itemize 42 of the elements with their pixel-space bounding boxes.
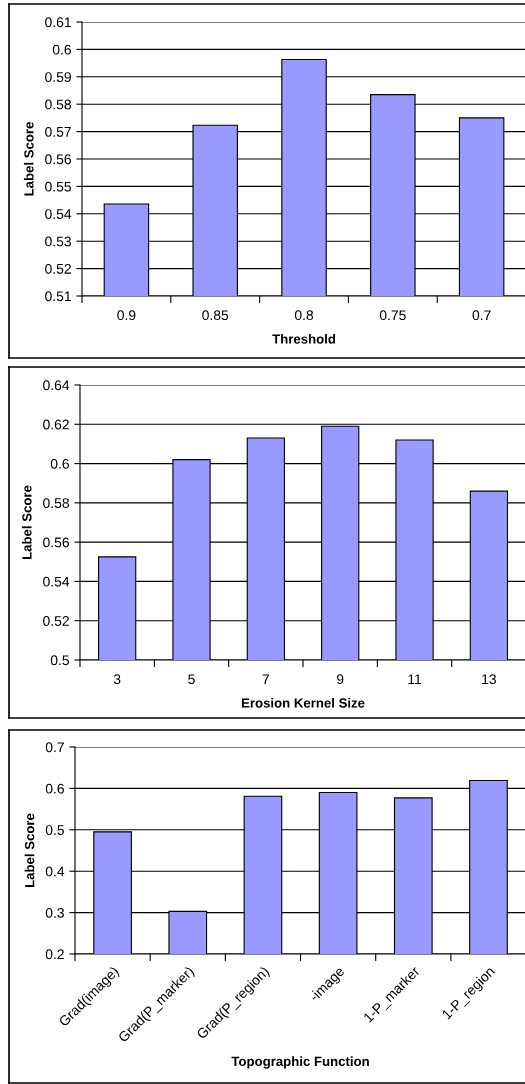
y-tick-label: 0.2 xyxy=(45,949,64,960)
x-tick-label: 5 xyxy=(188,674,195,685)
x-tick-label: 13 xyxy=(482,674,496,685)
y-tick-label: 0.5 xyxy=(45,825,64,835)
x-tick-label: 11 xyxy=(408,674,422,684)
y-tick-label: 0.3 xyxy=(45,907,64,918)
y-tick-label: 0.61 xyxy=(45,17,71,28)
y-tick-label: 0.7 xyxy=(45,742,64,753)
y-tick-label: 0.57 xyxy=(45,126,71,137)
y-tick-label: 0.62 xyxy=(43,419,69,430)
x-axis-title: Topographic Function xyxy=(231,1056,369,1069)
y-axis-title: Label Score xyxy=(24,813,35,888)
y-tick-label: 0.4 xyxy=(45,866,65,877)
y-tick-label: 0.6 xyxy=(50,458,69,469)
x-axis-title: Erosion Kernel Size xyxy=(241,697,365,708)
x-tick-label: 0.85 xyxy=(202,310,229,321)
x-tick-label: 0.7 xyxy=(472,310,491,321)
y-tick-label: 0.58 xyxy=(43,498,69,509)
y-tick-label: 0.52 xyxy=(43,616,69,626)
x-tick-label: 9 xyxy=(336,674,344,685)
x-tick-label: 0.75 xyxy=(379,310,406,321)
x-tick-label: 0.8 xyxy=(294,310,314,321)
y-tick-label: 0.64 xyxy=(43,380,70,391)
y-tick-label: 0.59 xyxy=(45,72,71,82)
y-tick-label: 0.52 xyxy=(45,263,71,274)
y-axis-title: Label Score xyxy=(21,485,32,560)
x-tick-label: 7 xyxy=(262,674,270,684)
y-tick-label: 0.6 xyxy=(52,44,71,55)
y-tick-label: 0.51 xyxy=(45,291,71,302)
y-tick-label: 0.6 xyxy=(45,783,64,794)
y-tick-label: 0.58 xyxy=(45,99,71,110)
y-tick-label: 0.56 xyxy=(43,537,69,548)
y-tick-label: 0.54 xyxy=(45,209,72,219)
y-tick-label: 0.54 xyxy=(43,576,70,587)
y-axis-title: Label Score xyxy=(23,122,34,196)
y-tick-label: 0.53 xyxy=(45,236,71,247)
y-tick-label: 0.56 xyxy=(45,154,71,165)
x-tick-label: 3 xyxy=(113,674,121,685)
x-axis-title: Threshold xyxy=(272,333,336,344)
x-tick-label: 0.9 xyxy=(117,310,136,321)
y-tick-label: 0.55 xyxy=(45,181,71,192)
y-tick-label: 0.5 xyxy=(50,655,69,666)
